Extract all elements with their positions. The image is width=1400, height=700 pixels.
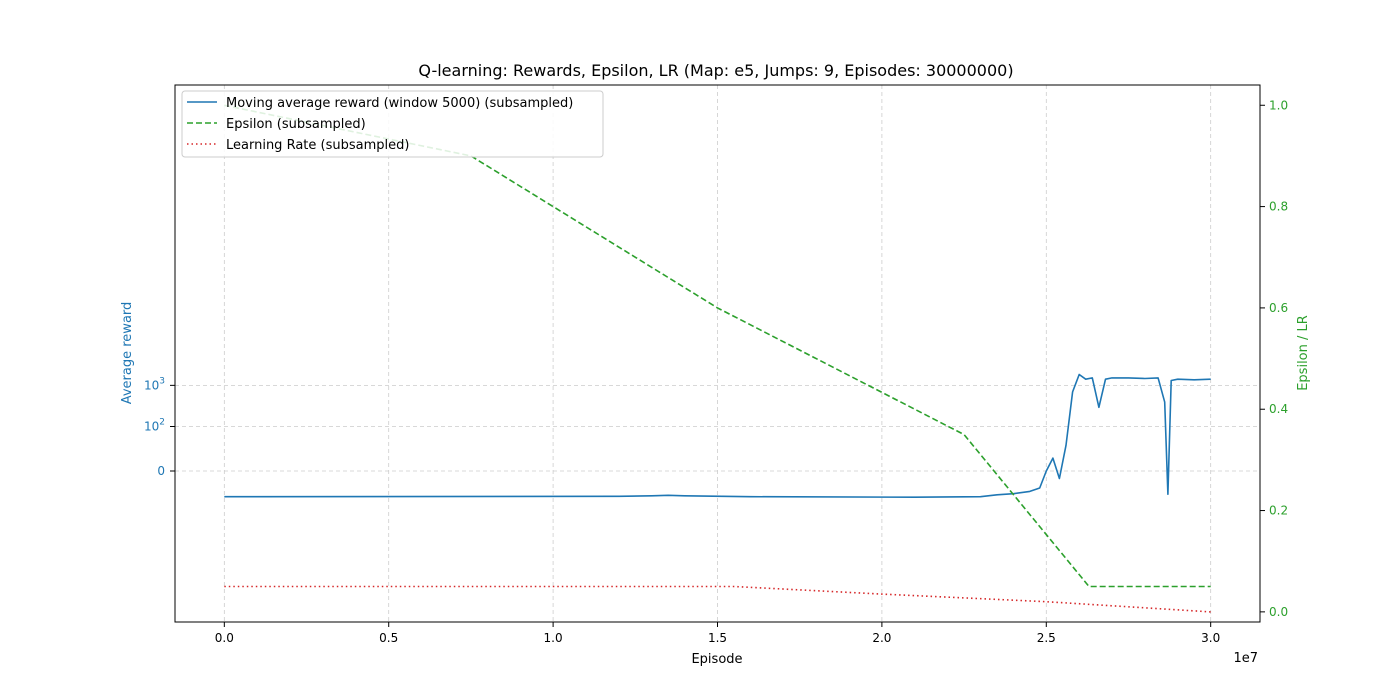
- right-y-tick-label: 0.4: [1269, 402, 1288, 416]
- right-y-axis-label: Epsilon / LR: [1296, 315, 1311, 391]
- left-y-axis: 0 102 103: [144, 376, 175, 478]
- learning-rate-series-line: [224, 585, 1211, 613]
- right-y-tick-label: 1.0: [1269, 98, 1288, 112]
- left-y-axis-label: Average reward: [120, 302, 135, 405]
- left-y-tick-label: 103: [144, 376, 165, 392]
- x-tick-label: 3.0: [1201, 631, 1220, 645]
- x-tick-label: 1.0: [544, 631, 563, 645]
- legend-lr-label: Learning Rate (subsampled): [226, 138, 409, 153]
- x-tick-label: 0.0: [215, 631, 234, 645]
- x-tick-label: 2.5: [1037, 631, 1056, 645]
- grid-lines: [175, 85, 1260, 622]
- x-tick-label: 2.0: [872, 631, 891, 645]
- x-tick-label: 1.5: [708, 631, 727, 645]
- legend-box: [181, 90, 604, 158]
- right-y-axis: 0.0 0.2 0.4 0.6 0.8 1.0: [1260, 98, 1288, 619]
- chart-title: Q-learning: Rewards, Epsilon, LR (Map: e…: [418, 61, 1013, 80]
- left-y-tick-label: 102: [144, 418, 165, 434]
- legend-epsilon-label: Epsilon (subsampled): [226, 117, 366, 132]
- right-y-tick-label: 0.6: [1269, 301, 1288, 315]
- right-y-tick-label: 0.0: [1269, 605, 1288, 619]
- legend: Moving average reward (window 5000) (sub…: [181, 90, 604, 158]
- x-axis: 0.0 0.5 1.0 1.5 2.0 2.5 3.0: [215, 622, 1220, 645]
- right-y-tick-label: 0.2: [1269, 504, 1288, 518]
- x-axis-offset-label: 1e7: [1233, 651, 1258, 666]
- left-y-tick-label: 0: [157, 464, 165, 478]
- x-axis-label: Episode: [691, 652, 742, 667]
- x-tick-label: 0.5: [379, 631, 398, 645]
- legend-reward-label: Moving average reward (window 5000) (sub…: [226, 96, 573, 111]
- right-y-tick-label: 0.8: [1269, 200, 1288, 214]
- reward-series-line: [224, 373, 1211, 498]
